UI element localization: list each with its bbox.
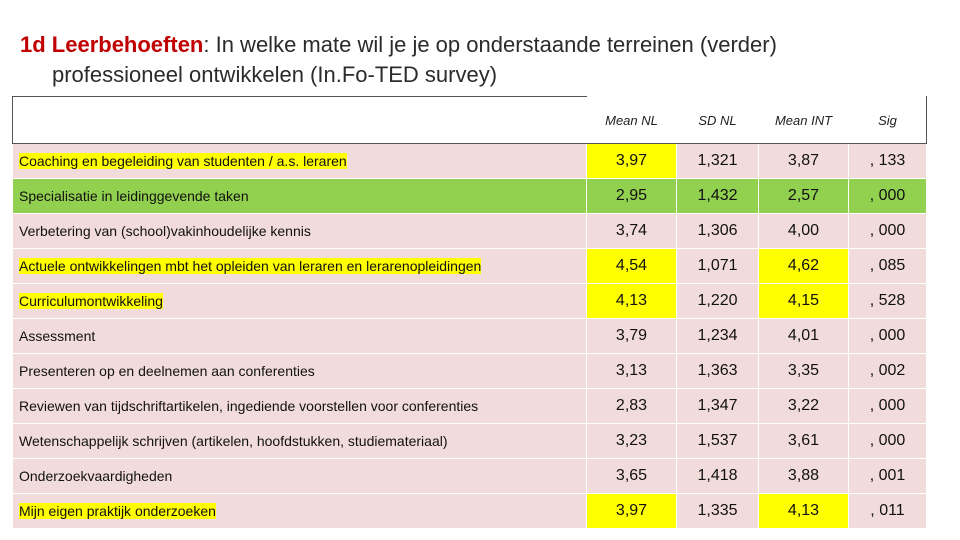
cell-sd-nl: 1,220 (676, 283, 759, 319)
table-row: Mijn eigen praktijk onderzoeken 3,97 1,3… (12, 493, 927, 529)
cell-mean-int: 4,00 (758, 213, 849, 249)
cell-mean-nl: 3,65 (586, 458, 677, 494)
cell-mean-int: 2,57 (758, 178, 849, 214)
row-label: Assessment (12, 318, 587, 354)
learning-needs-table: Mean NL SD NL Mean INT Sig Coaching en b… (12, 96, 927, 529)
row-label: Onderzoekvaardigheden (12, 458, 587, 494)
cell-mean-nl: 4,54 (586, 248, 677, 284)
row-label: Presenteren op en deelnemen aan conferen… (12, 353, 587, 389)
row-label: Reviewen van tijdschriftartikelen, inged… (12, 388, 587, 424)
table-row: Assessment 3,79 1,234 4,01 , 000 (12, 318, 927, 354)
cell-sig: , 528 (848, 283, 927, 319)
slide-title: 1d Leerbehoeften: In welke mate wil je j… (20, 30, 940, 90)
cell-mean-int: 4,62 (758, 248, 849, 284)
cell-mean-nl: 3,97 (586, 143, 677, 179)
row-label: Coaching en begeleiding van studenten / … (19, 153, 347, 169)
header-mean-int: Mean INT (758, 96, 849, 144)
table-row: Actuele ontwikkelingen mbt het opleiden … (12, 248, 927, 284)
cell-sig: , 000 (848, 213, 927, 249)
cell-mean-int: 3,87 (758, 143, 849, 179)
header-sd-nl: SD NL (676, 96, 759, 144)
table-row: Verbetering van (school)vakinhoudelijke … (12, 213, 927, 249)
row-label: Mijn eigen praktijk onderzoeken (19, 503, 216, 519)
cell-mean-nl: 3,79 (586, 318, 677, 354)
cell-sig: , 133 (848, 143, 927, 179)
title-line2: professioneel ontwikkelen (In.Fo-TED sur… (52, 62, 498, 87)
title-line1: : In welke mate wil je je op onderstaand… (203, 32, 777, 57)
cell-mean-int: 3,22 (758, 388, 849, 424)
cell-sig: , 002 (848, 353, 927, 389)
cell-sig: , 001 (848, 458, 927, 494)
cell-mean-nl: 2,95 (586, 178, 677, 214)
cell-sd-nl: 1,234 (676, 318, 759, 354)
table-header-row: Mean NL SD NL Mean INT Sig (12, 96, 927, 144)
cell-mean-int: 3,35 (758, 353, 849, 389)
cell-mean-int: 4,01 (758, 318, 849, 354)
cell-sig: , 085 (848, 248, 927, 284)
row-label: Curriculumontwikkeling (19, 293, 163, 309)
row-label: Wetenschappelijk schrijven (artikelen, h… (12, 423, 587, 459)
row-label: Specialisatie in leidinggevende taken (12, 178, 587, 214)
table-row: Specialisatie in leidinggevende taken 2,… (12, 178, 927, 214)
table-row: Reviewen van tijdschriftartikelen, inged… (12, 388, 927, 424)
cell-sd-nl: 1,363 (676, 353, 759, 389)
table-row: Onderzoekvaardigheden 3,65 1,418 3,88 , … (12, 458, 927, 494)
header-corner (12, 96, 587, 144)
table-row: Presenteren op en deelnemen aan conferen… (12, 353, 927, 389)
header-sig: Sig (848, 96, 927, 144)
cell-mean-nl: 3,74 (586, 213, 677, 249)
cell-mean-nl: 2,83 (586, 388, 677, 424)
title-prefix: 1d Leerbehoeften (20, 32, 204, 57)
cell-sd-nl: 1,321 (676, 143, 759, 179)
cell-mean-nl: 3,23 (586, 423, 677, 459)
cell-sd-nl: 1,418 (676, 458, 759, 494)
cell-sd-nl: 1,306 (676, 213, 759, 249)
cell-sig: , 000 (848, 178, 927, 214)
cell-mean-int: 3,61 (758, 423, 849, 459)
table-row: Wetenschappelijk schrijven (artikelen, h… (12, 423, 927, 459)
cell-sd-nl: 1,071 (676, 248, 759, 284)
cell-mean-int: 3,88 (758, 458, 849, 494)
cell-sig: , 000 (848, 423, 927, 459)
cell-mean-nl: 3,13 (586, 353, 677, 389)
cell-sig: , 000 (848, 388, 927, 424)
cell-sd-nl: 1,537 (676, 423, 759, 459)
cell-sd-nl: 1,432 (676, 178, 759, 214)
cell-mean-int: 4,15 (758, 283, 849, 319)
row-label: Verbetering van (school)vakinhoudelijke … (12, 213, 587, 249)
cell-sd-nl: 1,347 (676, 388, 759, 424)
header-mean-nl: Mean NL (586, 96, 677, 144)
table-row: Curriculumontwikkeling 4,13 1,220 4,15 ,… (12, 283, 927, 319)
cell-sig: , 011 (848, 493, 927, 529)
cell-sd-nl: 1,335 (676, 493, 759, 529)
cell-mean-int: 4,13 (758, 493, 849, 529)
cell-sig: , 000 (848, 318, 927, 354)
table-row: Coaching en begeleiding van studenten / … (12, 143, 927, 179)
cell-mean-nl: 4,13 (586, 283, 677, 319)
cell-mean-nl: 3,97 (586, 493, 677, 529)
row-label: Actuele ontwikkelingen mbt het opleiden … (19, 258, 482, 274)
